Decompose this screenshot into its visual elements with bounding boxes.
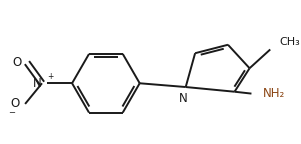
Text: O: O [12, 56, 21, 69]
Text: O: O [10, 97, 20, 110]
Text: +: + [48, 72, 54, 81]
Text: CH₃: CH₃ [280, 37, 300, 47]
Text: −: − [8, 108, 15, 117]
Text: NH₂: NH₂ [263, 87, 285, 100]
Text: N: N [33, 77, 42, 90]
Text: N: N [178, 92, 187, 105]
